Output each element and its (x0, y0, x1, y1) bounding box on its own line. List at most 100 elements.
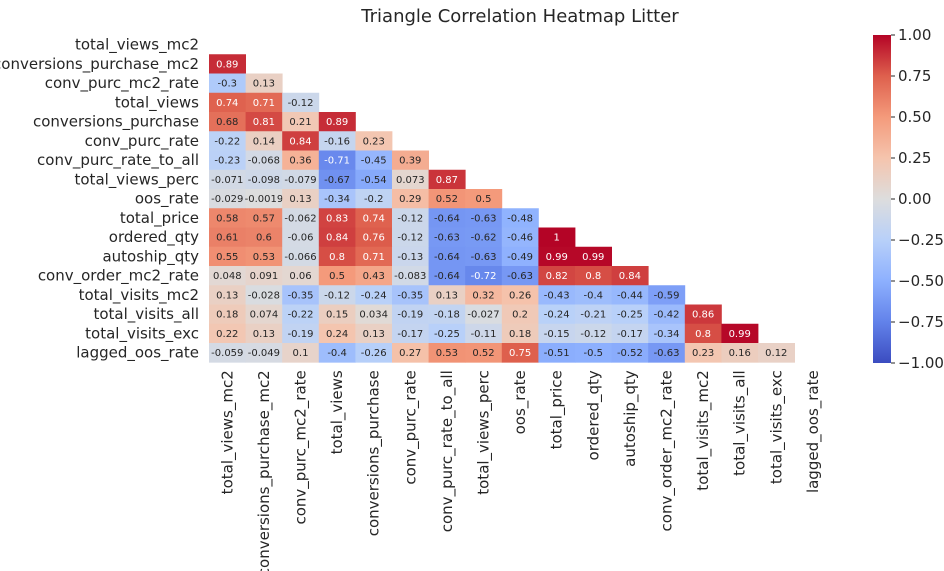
heatmap-cell (355, 304, 393, 325)
cell-value-label: -0.52 (617, 348, 643, 359)
heatmap-cell (355, 323, 393, 344)
heatmap-cell (318, 208, 356, 228)
heatmap-cell (282, 150, 320, 171)
cell-value-label: 0.23 (363, 136, 385, 147)
cell-value-label: -0.17 (397, 329, 423, 340)
heatmap-cell (392, 266, 429, 286)
cell-value-label: -0.64 (434, 252, 460, 263)
cell-value-label: -0.35 (288, 290, 314, 301)
cell-value-label: -0.083 (394, 271, 426, 282)
cell-value-label: -0.67 (324, 175, 350, 186)
cell-value-label: 0.034 (359, 310, 388, 321)
cell-value-label: 0.58 (216, 213, 238, 224)
cell-value-label: 0.06 (289, 271, 311, 282)
cell-value-label: 0.22 (216, 329, 238, 340)
cell-value-label: -0.13 (397, 252, 423, 263)
cell-value-label: -0.19 (397, 310, 423, 321)
x-tick-label: conv_purc_mc2_rate (292, 370, 311, 524)
cell-value-label: -0.2 (364, 194, 384, 205)
cell-value-label: 0.13 (436, 290, 458, 301)
cell-value-label: -0.12 (324, 290, 350, 301)
x-tick-label: lagged_oos_rate (804, 370, 823, 493)
y-tick-label: total_views_mc2 (75, 36, 199, 55)
cell-value-label: 0.27 (399, 348, 421, 359)
heatmap-cell (355, 343, 393, 363)
cell-value-label: 0.26 (509, 290, 531, 301)
heatmap-cell (245, 150, 283, 171)
cell-value-label: -0.24 (544, 310, 570, 321)
cell-value-label: -0.25 (434, 329, 460, 340)
cell-value-label: 0.68 (216, 117, 238, 128)
heatmap-cell (209, 131, 246, 151)
x-tick-label: total_views (328, 370, 347, 454)
cell-value-label: -0.027 (467, 310, 499, 321)
heatmap-cell (648, 285, 686, 305)
heatmap-cell (209, 266, 246, 286)
cell-value-label: -0.18 (434, 310, 460, 321)
cell-value-label: 0.5 (476, 194, 492, 205)
heatmap-cell (318, 169, 356, 190)
x-tick-label: total_views_mc2 (218, 370, 237, 494)
cell-value-label: 0.89 (216, 59, 238, 70)
cell-value-label: -0.54 (361, 175, 387, 186)
heatmap-cell (428, 169, 466, 190)
heatmap-cell (538, 343, 576, 363)
heatmap-cell (245, 246, 283, 267)
heatmap-cell (428, 285, 466, 305)
heatmap-cell (282, 323, 320, 344)
cell-value-label: 0.048 (213, 271, 242, 282)
cell-value-label: 0.84 (289, 136, 311, 147)
heatmap-cell (684, 323, 722, 344)
heatmap-cell (575, 246, 612, 267)
cell-value-label: 0.2 (512, 310, 528, 321)
heatmap-cell (318, 266, 356, 286)
cell-value-label: 0.21 (289, 117, 311, 128)
heatmap-cell (392, 150, 429, 171)
colorbar-tick-label: −0.75 (898, 313, 944, 331)
cell-value-label: 0.23 (692, 348, 714, 359)
cell-value-label: 0.55 (216, 252, 238, 263)
cell-value-label: -0.062 (284, 213, 316, 224)
heatmap-cell (282, 266, 320, 286)
cell-value-label: -0.12 (580, 329, 606, 340)
y-tick-label: total_visits_exc (85, 324, 199, 343)
cell-value-label: 0.84 (326, 233, 348, 244)
heatmap-cell (245, 304, 283, 325)
heatmap-cell (209, 54, 246, 74)
heatmap-cell (465, 189, 503, 209)
heatmap-cell (428, 266, 466, 286)
cell-value-label: -0.49 (507, 252, 533, 263)
heatmap-cell (611, 323, 649, 344)
cell-value-label: -0.42 (654, 310, 680, 321)
heatmap-cell (428, 323, 466, 344)
cell-value-label: -0.34 (654, 329, 680, 340)
heatmap-cell (392, 304, 429, 325)
cell-value-label: -0.16 (324, 136, 350, 147)
heatmap-cell (392, 285, 429, 305)
heatmap-cell (245, 227, 283, 248)
cell-value-label: -0.46 (507, 233, 533, 244)
cell-value-label: -0.059 (211, 348, 243, 359)
heatmap-cell (465, 208, 503, 228)
y-tick-label: ordered_qty (109, 228, 199, 247)
colorbar-tick-label: −1.00 (898, 354, 944, 372)
cell-value-label: 0.073 (396, 175, 425, 186)
heatmap-cell (245, 169, 283, 190)
heatmap-cell (282, 208, 320, 228)
heatmap-cell (465, 227, 503, 248)
heatmap-cell (465, 343, 503, 363)
colorbar-tick-label: −0.25 (898, 231, 944, 249)
heatmap-cell (501, 208, 539, 228)
cell-value-label: 0.99 (546, 252, 568, 263)
heatmap-cell (245, 323, 283, 344)
cell-value-label: -0.24 (361, 290, 387, 301)
y-tick-label: total_views (115, 93, 199, 112)
cell-value-label: 0.84 (619, 271, 641, 282)
heatmap-cell (428, 208, 466, 228)
cell-value-label: -0.72 (471, 271, 497, 282)
y-tick-label: total_views_perc (75, 170, 200, 189)
heatmap-cell (282, 304, 320, 325)
y-tick-label: conv_purc_mc2_rate (45, 74, 199, 93)
y-tick-label: conv_order_mc2_rate (38, 267, 199, 286)
